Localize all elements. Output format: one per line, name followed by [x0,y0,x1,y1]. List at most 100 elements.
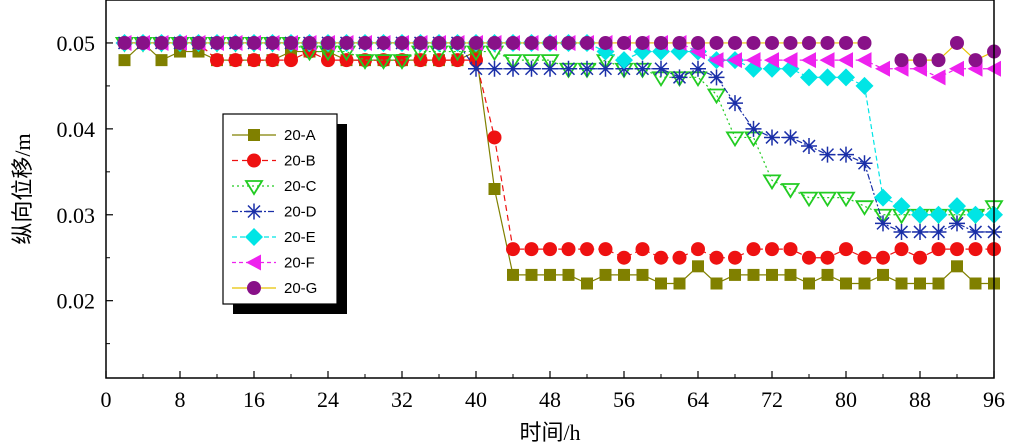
data-point [507,268,519,281]
legend-marker [246,254,261,271]
x-tick-label: 80 [835,387,857,412]
data-point [728,250,742,265]
data-point [210,35,224,50]
legend-marker [246,203,262,220]
data-point [542,60,558,77]
data-point [729,268,741,281]
data-point [784,268,797,281]
data-point [392,54,412,70]
legend-label: 20-A [284,127,316,144]
data-point [746,242,761,257]
data-point [911,205,929,224]
data-point [821,268,834,281]
data-point [540,54,560,70]
data-point [653,60,669,77]
data-point [782,52,798,69]
data-point [968,242,983,257]
data-point [747,268,760,281]
y-tick-label: 0.02 [57,289,96,314]
data-point [950,35,964,50]
data-point [764,129,780,146]
data-point [895,277,908,290]
data-point [561,35,576,50]
x-axis: 0 8 16 24 32 40 48 56 64 72 80 88 96 [101,371,1005,412]
data-point [727,95,743,112]
data-point [802,35,816,50]
data-point [284,53,298,68]
data-point [247,35,261,50]
data-point [817,191,838,208]
y-tick-label: 0.04 [57,117,96,142]
series-layer [114,33,1004,290]
data-point [840,277,852,290]
data-point [597,60,614,77]
data-point [803,277,815,290]
data-point [692,260,704,273]
data-point [524,242,539,257]
data-point [820,250,835,265]
data-point [949,215,965,232]
data-point [765,35,779,50]
data-point [765,242,779,257]
data-point [635,35,650,50]
data-point [617,35,631,50]
data-point [950,242,964,257]
data-point [450,35,465,50]
data-point [691,242,705,257]
data-point [524,35,539,50]
data-point [855,76,874,95]
data-point [801,52,816,69]
data-point [690,60,706,77]
legend-box [222,113,338,305]
data-point [544,268,556,281]
data-point [913,53,927,68]
data-point [877,268,889,281]
data-point [875,60,890,77]
data-point [894,242,909,257]
data-point [580,35,594,50]
data-point [837,68,855,87]
data-point [654,35,668,50]
data-point [155,54,168,67]
data-point [373,54,394,70]
data-point [598,242,613,257]
data-point [598,35,613,50]
data-point [839,242,853,257]
data-point [672,250,687,265]
data-point [782,129,799,146]
legend-marker [248,129,260,141]
data-point [949,60,964,77]
data-point [355,54,375,70]
data-point [581,277,593,290]
data-point [818,68,837,87]
data-point [706,88,727,105]
data-point [836,191,856,208]
x-tick-label: 88 [909,387,931,412]
data-point [875,215,891,232]
data-point [599,268,612,281]
legend-items: 20-A 20-B 20-C 20-D 20-E 20-F 20-G [232,127,317,297]
data-point [228,35,243,50]
data-point [432,35,446,50]
x-tick-label: 32 [391,387,413,412]
data-point [967,223,984,240]
data-point [969,277,982,290]
data-point [709,250,724,265]
data-point [819,52,835,69]
x-tick-label: 8 [175,387,186,412]
legend-item-20-D: 20-D [232,203,317,221]
data-point [799,191,819,208]
data-point [838,52,853,69]
data-point [543,242,557,257]
data-point [210,53,224,68]
data-point [505,60,521,77]
data-point [117,35,132,50]
data-point [854,200,875,216]
data-point [762,174,782,191]
x-tick-label: 16 [243,387,265,412]
data-point [948,197,966,216]
data-point [525,268,538,281]
data-point [725,131,745,148]
y-axis: 0.02 0.03 0.04 0.05 [57,31,113,345]
